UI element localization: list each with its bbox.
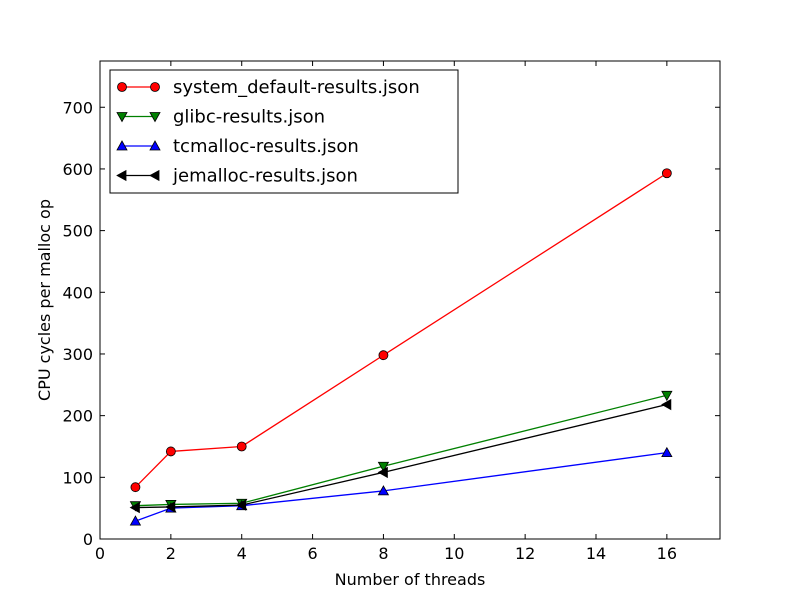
legend-marker (149, 169, 160, 182)
x-tick-label: 4 (237, 544, 247, 563)
legend-label: tcmalloc-results.json (173, 136, 359, 157)
data-point (377, 461, 390, 473)
data-point (378, 350, 389, 361)
x-tick-label: 16 (657, 544, 677, 563)
legend-marker (116, 169, 127, 182)
data-point (235, 499, 247, 511)
data-point (661, 168, 672, 179)
legend-marker (116, 112, 128, 123)
legend-label: glibc-results.json (173, 107, 325, 128)
x-tick-label: 8 (378, 544, 388, 563)
plot-frame (99, 60, 721, 540)
data-point (377, 485, 390, 496)
y-tick-label: 500 (62, 222, 93, 241)
axis-ticks: 0 2 4 6 8 10 12 14 16 0 100 200 300 400 500 600 700 (62, 61, 720, 563)
x-tick-label: 0 (95, 544, 105, 563)
data-point (165, 446, 176, 457)
legend-marker (116, 140, 128, 151)
legend-box (109, 69, 459, 194)
series-3 (129, 398, 672, 514)
x-tick-label: 2 (166, 544, 176, 563)
y-tick-label: 100 (62, 468, 93, 487)
data-point (129, 515, 142, 526)
legend-entry: glibc-results.json (116, 107, 325, 128)
data-point (661, 398, 672, 411)
legend: system_default-results.json glibc-results… (109, 69, 459, 194)
legend-label: jemalloc-results.json (172, 166, 358, 187)
legend-marker (150, 82, 160, 92)
legend-entry: tcmalloc-results.json (116, 136, 359, 157)
y-tick-label: 700 (62, 98, 93, 117)
legend-marker (117, 82, 127, 92)
y-tick-label: 600 (62, 160, 93, 179)
legend-marker (149, 140, 161, 151)
legend-entry: system_default-results.json (117, 77, 420, 98)
data-point (130, 482, 141, 493)
y-tick-label: 0 (83, 530, 93, 549)
y-tick-label: 200 (62, 407, 93, 426)
series-group (129, 168, 673, 526)
legend-marker (149, 112, 161, 123)
y-tick-label: 400 (62, 283, 93, 302)
data-point (661, 390, 673, 402)
data-point (165, 501, 176, 513)
x-tick-label: 14 (586, 544, 606, 563)
data-point (236, 441, 247, 452)
legend-label: system_default-results.json (173, 77, 420, 98)
x-tick-label: 12 (515, 544, 535, 563)
data-point (661, 446, 673, 458)
y-tick-label: 300 (62, 345, 93, 364)
x-tick-label: 10 (444, 544, 464, 563)
data-point (129, 501, 140, 514)
y-axis-label: CPU cycles per malloc op (35, 199, 54, 401)
series-0 (130, 168, 672, 493)
legend-entry: jemalloc-results.json (116, 166, 358, 187)
x-axis-label: Number of threads (335, 570, 486, 589)
data-point (377, 466, 388, 479)
x-tick-label: 6 (307, 544, 317, 563)
